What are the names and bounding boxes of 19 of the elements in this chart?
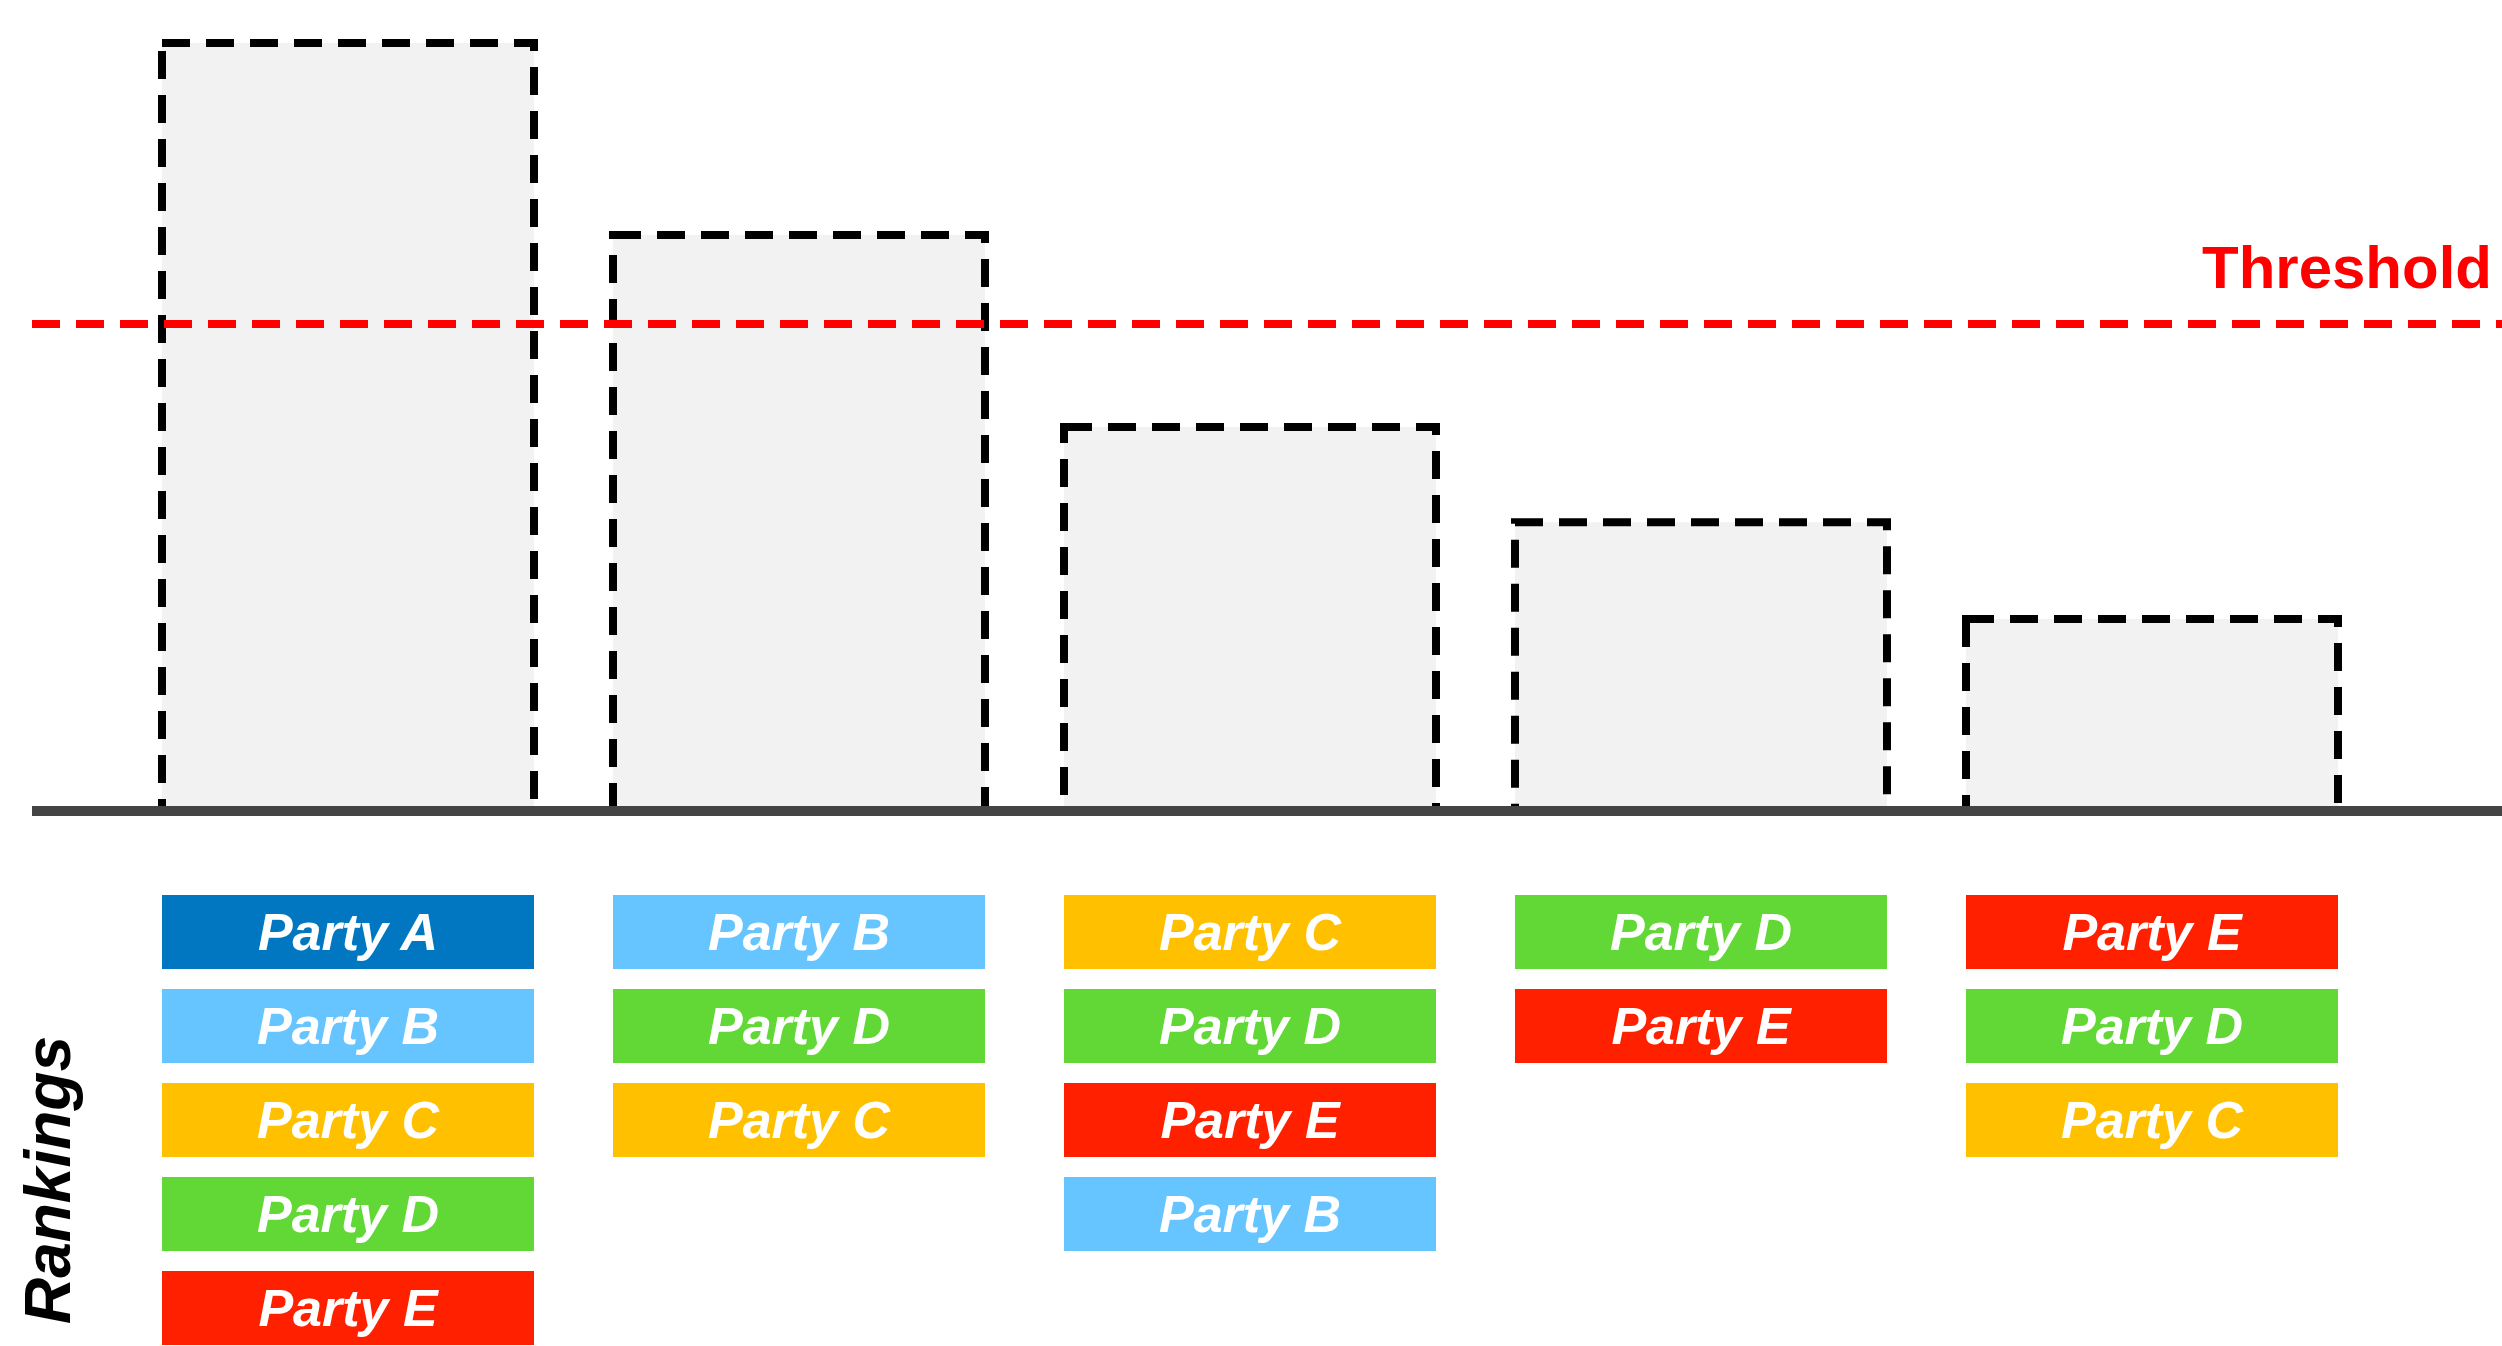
- category-label: Party E: [2062, 903, 2243, 961]
- category-label: Party C: [1158, 903, 1343, 961]
- category-label: Party E: [1611, 997, 1792, 1055]
- text: Rankings: [12, 1035, 84, 1325]
- category-label: Party B: [707, 903, 891, 961]
- category-label: Party C: [707, 1091, 892, 1149]
- category-label: Party D: [1158, 997, 1342, 1055]
- category-label: Party B: [256, 997, 440, 1055]
- category-label: Party E: [258, 1279, 439, 1337]
- category-label: Party D: [256, 1185, 440, 1243]
- category-label: Party E: [1160, 1091, 1341, 1149]
- category-label: Party A: [257, 903, 439, 961]
- category-label: Party D: [707, 997, 891, 1055]
- category-label: Party C: [256, 1091, 441, 1149]
- ref-line-label: Threshold: [2201, 234, 2492, 302]
- category-label: Party C: [2060, 1091, 2245, 1149]
- category-label: Party D: [2060, 997, 2244, 1055]
- category-label: Party B: [1158, 1185, 1342, 1243]
- category-label: Party D: [1609, 903, 1793, 961]
